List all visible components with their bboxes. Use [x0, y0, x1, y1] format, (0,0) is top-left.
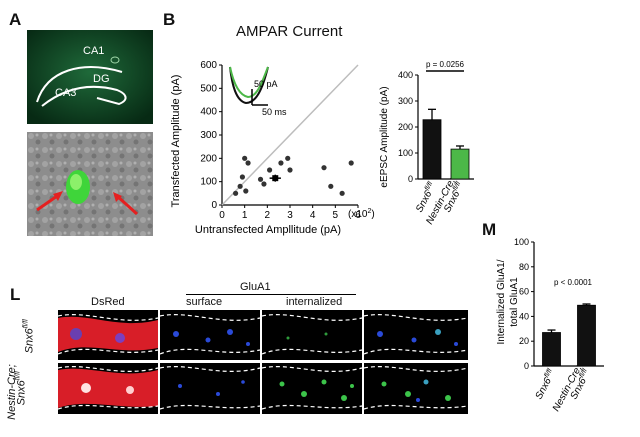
scatter-point: [237, 183, 243, 189]
bar: [450, 148, 470, 180]
arrow-right-icon: [115, 194, 139, 216]
scatter-point: [257, 176, 264, 182]
bar: [542, 332, 561, 367]
internalization-bar-chart: Internalized GluA1/ total GluA1 0 20 40 60 8…: [496, 237, 604, 413]
bar-category-label: Nestin-Cre;Snx6fl/fl: [551, 363, 589, 413]
scatter-xlabel: Untransfected Ampllitude (pA): [195, 224, 341, 236]
glua1-header: GluA1: [240, 281, 271, 293]
bar-ytick: 100: [514, 237, 529, 247]
panel-letter-a: A: [9, 10, 22, 29]
scatter-xtick: 1: [242, 210, 248, 221]
x-multiplier-label: (x102): [348, 208, 375, 220]
label-ca1: CA1: [83, 45, 104, 57]
row-label-snx6: Snx6fl/fl: [22, 319, 36, 354]
dg-outline: [41, 85, 127, 107]
scatter-point: [242, 155, 248, 161]
tile-row2-surface: [159, 363, 261, 414]
bar: [577, 304, 596, 367]
col-surface: surface: [186, 296, 223, 308]
hippocampus-fluorescence-image: CA1 DG CA3: [27, 30, 153, 124]
amplitude-scatter-plot: 0 1 2 3 4 5 6 0 100 200 300 400 500 600 50 pA 50 ms U…: [170, 60, 375, 236]
tile-row1-merge: [363, 310, 468, 360]
scatter-xtick: 3: [287, 210, 293, 221]
tile-row1-internalized: [261, 310, 363, 360]
scatter-point: [245, 160, 251, 166]
bar2-ylabel-line2: total GluA1: [509, 277, 520, 327]
bar-ytick: 60: [519, 287, 529, 297]
scatter-point: [233, 190, 239, 196]
bar-ytick: 300: [398, 96, 413, 106]
panel-letter-m: M: [482, 220, 497, 239]
scatter-ytick: 200: [200, 153, 217, 164]
scatter-point: [339, 190, 345, 196]
scatter-xtick: 4: [310, 210, 316, 221]
chart-title: AMPAR Current: [236, 23, 343, 40]
dic-neuron-image: [27, 132, 153, 236]
bar2-significance: p < 0.0001: [554, 278, 593, 287]
row-label-snx6-cko: Snx6fl/fl: [14, 371, 28, 406]
scatter-ylabel: Transfected Amplitude (pA): [170, 75, 182, 208]
bar1-significance: p = 0.0256: [426, 60, 465, 69]
tile-row1-dsred: [58, 310, 159, 360]
bar: [422, 119, 442, 180]
scatter-point: [348, 160, 354, 166]
mean-point: [272, 175, 279, 182]
scatter-xtick: 2: [265, 210, 271, 221]
panel-letter-b: B: [163, 10, 176, 29]
scatter-point: [321, 165, 327, 171]
bar-ytick: 80: [519, 262, 529, 272]
ca-outline: [36, 66, 123, 103]
scatter-point: [267, 167, 273, 173]
scatter-point: [243, 188, 249, 194]
glua1-header-bar: [186, 294, 356, 295]
bar-ytick: 100: [398, 148, 413, 158]
label-dg: DG: [93, 73, 110, 85]
scatter-xtick: 0: [219, 210, 225, 221]
scatter-point: [287, 167, 293, 173]
scale-bar-y-label: 50 pA: [254, 79, 278, 89]
bar-category-label: Snx6fl/fl: [533, 367, 559, 401]
bar1-ylabel: eEPSC Amplitude (pA): [379, 86, 390, 187]
bar-ytick: 200: [398, 122, 413, 132]
tile-row2-dsred: [58, 363, 159, 414]
scatter-ytick: 300: [200, 130, 217, 141]
scatter-point: [261, 181, 267, 187]
scatter-xtick: 6: [355, 210, 361, 221]
scatter-ytick: 0: [211, 200, 217, 211]
col-dsred: DsRed: [91, 296, 125, 308]
scatter-ytick: 500: [200, 83, 217, 94]
scale-bar-x-label: 50 ms: [262, 107, 287, 117]
tile-row2-merge: [363, 363, 468, 414]
bar-ytick: 0: [524, 361, 529, 371]
scatter-xtick: 5: [333, 210, 339, 221]
current-trace-inset: 50 pA 50 ms: [229, 66, 287, 117]
label-ca3: CA3: [55, 87, 76, 99]
scatter-ytick: 400: [200, 107, 217, 118]
bar-ytick: 400: [398, 70, 413, 80]
microscopy-grid: [58, 310, 468, 414]
svg-text:Snx6fl/fl: Snx6fl/fl: [533, 367, 559, 401]
bar-ytick: 0: [408, 174, 413, 184]
scatter-point: [278, 160, 284, 166]
tile-row2-internalized: [261, 363, 363, 414]
bar2-ylabel-line1: Internalized GluA1/: [496, 259, 507, 344]
tile-row1-surface: [159, 310, 261, 360]
bar-ytick: 40: [519, 311, 529, 321]
unity-line: [221, 64, 359, 206]
scatter-point: [285, 155, 291, 161]
scatter-point: [328, 183, 334, 189]
bar-ytick: 20: [519, 336, 529, 346]
scatter-point: [239, 174, 245, 180]
col-internalized: internalized: [286, 296, 343, 308]
scatter-ytick: 600: [200, 60, 217, 71]
panel-letter-l: L: [10, 285, 21, 304]
scatter-ytick: 100: [200, 177, 217, 188]
